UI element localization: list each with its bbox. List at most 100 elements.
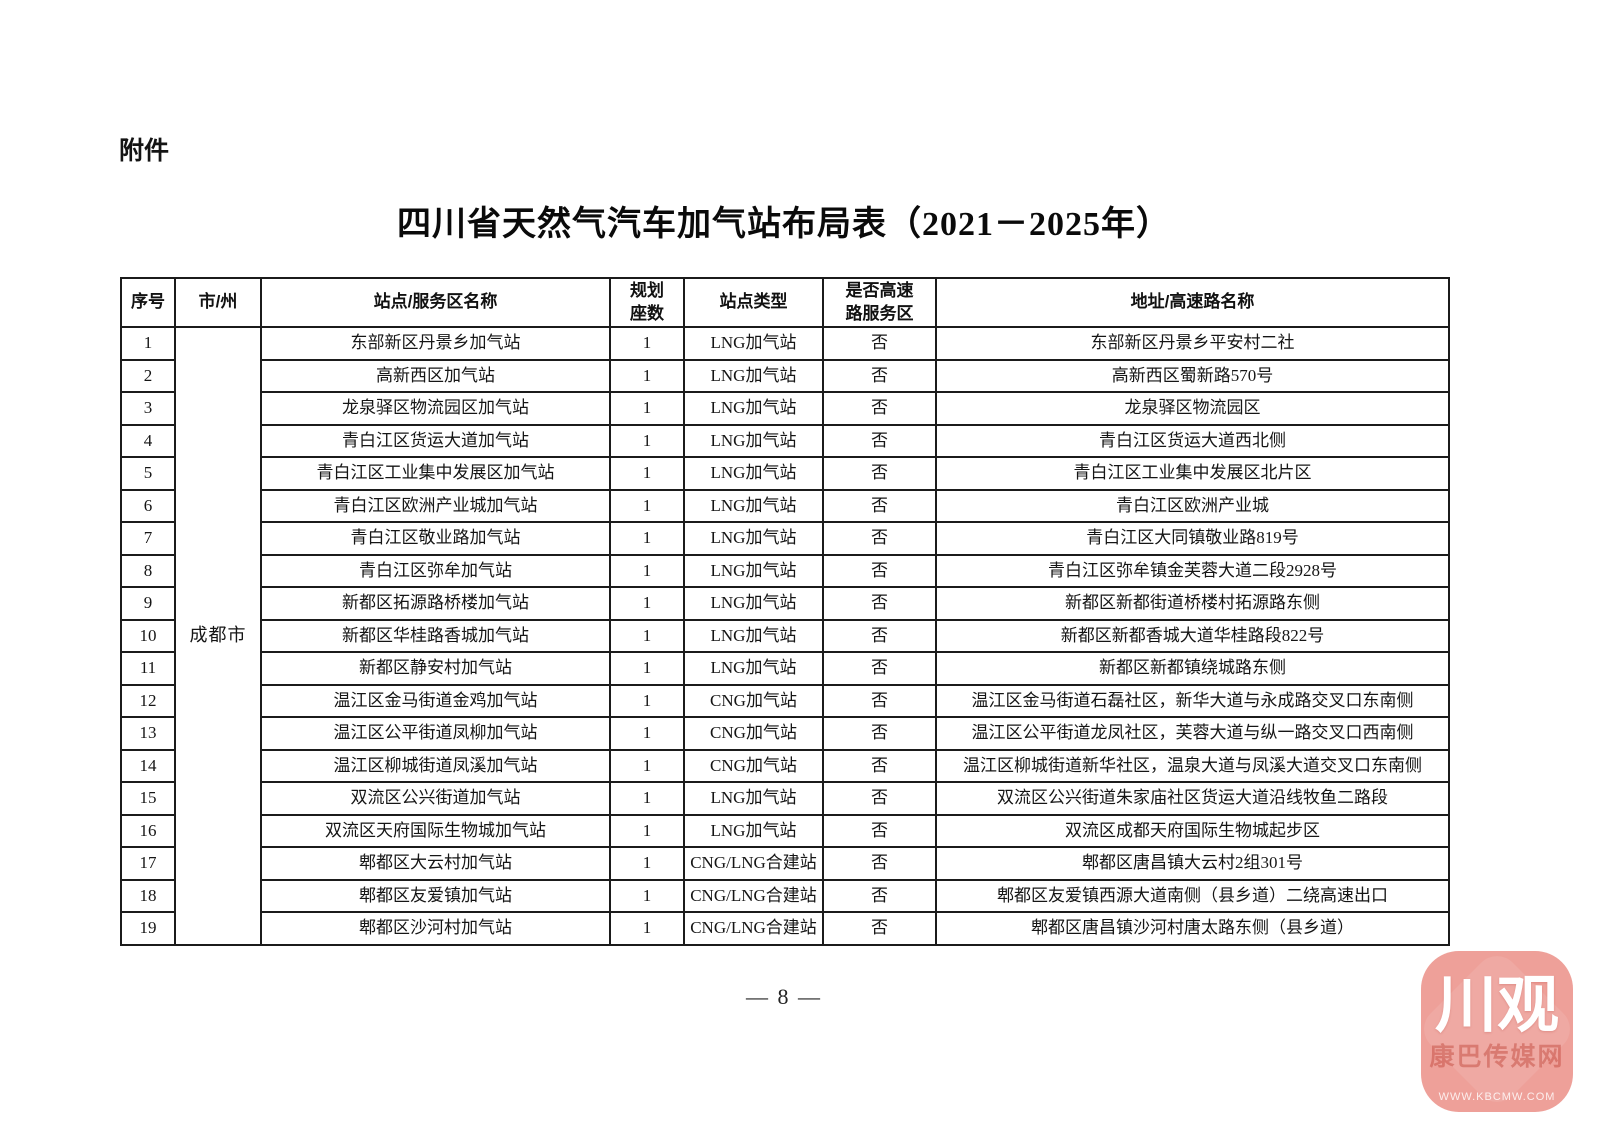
cell-count: 1: [609, 553, 685, 588]
cell-address: 双流区成都天府国际生物城起步区: [935, 813, 1450, 848]
col-header-type: 站点类型: [683, 277, 824, 328]
cell-type: LNG加气站: [683, 618, 824, 653]
cell-type: LNG加气站: [683, 326, 824, 361]
cell-highway: 否: [822, 846, 937, 881]
cell-name: 新都区华桂路香城加气站: [260, 618, 611, 653]
cell-name: 青白江区敬业路加气站: [260, 521, 611, 556]
cell-no: 19: [120, 911, 176, 946]
cell-type: CNG加气站: [683, 716, 824, 751]
cell-address: 双流区公兴街道朱家庙社区货运大道沿线牧鱼二路段: [935, 781, 1450, 816]
table-row: 5 青白江区工业集中发展区加气站 1 LNG加气站否青白江区工业集中发展区北片区: [120, 456, 1450, 491]
cell-no: 14: [120, 748, 176, 783]
cell-highway: 否: [822, 911, 937, 946]
cell-no: 7: [120, 521, 176, 556]
cell-count: 1: [609, 586, 685, 621]
cell-type: LNG加气站: [683, 521, 824, 556]
cell-no: 4: [120, 423, 176, 458]
watermark-subtext: 康巴传媒网: [1429, 1044, 1565, 1071]
cell-name: 双流区天府国际生物城加气站: [260, 813, 611, 848]
table-row: 6 青白江区欧洲产业城加气站 1 LNG加气站否青白江区欧洲产业城: [120, 488, 1450, 523]
cell-address: 新都区新都香城大道华桂路段822号: [935, 618, 1450, 653]
cell-type: LNG加气站: [683, 586, 824, 621]
cell-name: 新都区静安村加气站: [260, 651, 611, 686]
cell-type: LNG加气站: [683, 456, 824, 491]
cell-name: 郫都区大云村加气站: [260, 846, 611, 881]
cell-address: 郫都区唐昌镇大云村2组301号: [935, 846, 1450, 881]
table-row: 9 新都区拓源路桥楼加气站 1 LNG加气站否新都区新都街道桥楼村拓源路东侧: [120, 586, 1450, 621]
table-row: 14 温江区柳城街道凤溪加气站 1 CNG加气站否温江区柳城街道新华社区，温泉大道与凤…: [120, 748, 1450, 783]
table-row: 13 温江区公平街道凤柳加气站 1 CNG加气站否温江区公平街道龙凤社区，芙蓉大道与纵…: [120, 716, 1450, 751]
cell-address: 新都区新都镇绕城路东侧: [935, 651, 1450, 686]
cell-count: 1: [609, 521, 685, 556]
cell-address: 龙泉驿区物流园区: [935, 391, 1450, 426]
cell-type: LNG加气站: [683, 391, 824, 426]
cell-address: 郫都区友爱镇西源大道南侧（县乡道）二绕高速出口: [935, 878, 1450, 913]
cell-count: 1: [609, 781, 685, 816]
cell-no: 16: [120, 813, 176, 848]
cell-count: 1: [609, 391, 685, 426]
table-row: 18 郫都区友爱镇加气站 1 CNG/LNG合建站否郫都区友爱镇西源大道南侧（县乡道）…: [120, 878, 1450, 913]
cell-no: 13: [120, 716, 176, 751]
cell-count: 1: [609, 456, 685, 491]
cell-type: CNG加气站: [683, 683, 824, 718]
cell-count: 1: [609, 748, 685, 783]
cell-no: 12: [120, 683, 176, 718]
cell-count: 1: [609, 423, 685, 458]
col-header-count: 规划座数: [609, 277, 685, 328]
cell-type: LNG加气站: [683, 781, 824, 816]
table-row: 19 郫都区沙河村加气站 1 CNG/LNG合建站否郫都区唐昌镇沙河村唐太路东侧（县乡…: [120, 911, 1450, 946]
cell-no: 9: [120, 586, 176, 621]
cell-highway: 否: [822, 618, 937, 653]
cell-highway: 否: [822, 391, 937, 426]
cell-highway: 否: [822, 716, 937, 751]
cell-type: LNG加气站: [683, 651, 824, 686]
cell-count: 1: [609, 326, 685, 361]
cell-address: 东部新区丹景乡平安村二社: [935, 326, 1450, 361]
table-body: 1 成都市 东部新区丹景乡加气站 1 LNG加气站否东部新区丹景乡平安村二社 2 高新西区加…: [120, 326, 1450, 946]
cell-no: 5: [120, 456, 176, 491]
cell-type: LNG加气站: [683, 488, 824, 523]
cell-highway: 否: [822, 878, 937, 913]
table-row: 2 高新西区加气站 1 LNG加气站否高新西区蜀新路570号: [120, 358, 1450, 393]
cell-type: CNG/LNG合建站: [683, 911, 824, 946]
cell-name: 青白江区弥牟加气站: [260, 553, 611, 588]
table-row: 8 青白江区弥牟加气站 1 LNG加气站否青白江区弥牟镇金芙蓉大道二段2928号: [120, 553, 1450, 588]
table-row: 11 新都区静安村加气站 1 LNG加气站否新都区新都镇绕城路东侧: [120, 651, 1450, 686]
cell-address: 温江区公平街道龙凤社区，芙蓉大道与纵一路交叉口西南侧: [935, 716, 1450, 751]
cell-name: 青白江区工业集中发展区加气站: [260, 456, 611, 491]
cell-name: 温江区公平街道凤柳加气站: [260, 716, 611, 751]
cell-highway: 否: [822, 748, 937, 783]
cell-no: 10: [120, 618, 176, 653]
table-row: 12 温江区金马街道金鸡加气站 1 CNG加气站否温江区金马街道石磊社区，新华大道与永…: [120, 683, 1450, 718]
cell-address: 青白江区货运大道西北侧: [935, 423, 1450, 458]
cell-type: LNG加气站: [683, 423, 824, 458]
page-number: — 8 —: [746, 984, 822, 1009]
watermark-url: WWW.KBCMW.COM: [1438, 1091, 1556, 1103]
attachment-label: 附件: [119, 137, 170, 165]
table-row: 15 双流区公兴街道加气站 1 LNG加气站否双流区公兴街道朱家庙社区货运大道沿线牧鱼…: [120, 781, 1450, 816]
col-header-city: 市/州: [174, 277, 262, 328]
cell-type: LNG加气站: [683, 358, 824, 393]
cell-name: 高新西区加气站: [260, 358, 611, 393]
cell-highway: 否: [822, 586, 937, 621]
cell-highway: 否: [822, 813, 937, 848]
cell-city: 成都市: [174, 326, 262, 946]
cell-address: 青白江区大同镇敬业路819号: [935, 521, 1450, 556]
cell-name: 新都区拓源路桥楼加气站: [260, 586, 611, 621]
col-header-no: 序号: [120, 277, 176, 328]
cell-address: 高新西区蜀新路570号: [935, 358, 1450, 393]
cell-type: CNG/LNG合建站: [683, 846, 824, 881]
cell-count: 1: [609, 846, 685, 881]
cell-highway: 否: [822, 683, 937, 718]
cell-name: 温江区柳城街道凤溪加气站: [260, 748, 611, 783]
cell-name: 温江区金马街道金鸡加气站: [260, 683, 611, 718]
cell-address: 郫都区唐昌镇沙河村唐太路东侧（县乡道）: [935, 911, 1450, 946]
cell-address: 青白江区工业集中发展区北片区: [935, 456, 1450, 491]
cell-no: 2: [120, 358, 176, 393]
watermark-badge: 川观 康巴传媒网 WWW.KBCMW.COM: [1421, 951, 1573, 1112]
cell-type: LNG加气站: [683, 553, 824, 588]
cell-address: 新都区新都街道桥楼村拓源路东侧: [935, 586, 1450, 621]
station-table: 序号 市/州 站点/服务区名称 规划座数 站点类型 是否高速路服务区 地址/高速…: [120, 277, 1450, 946]
cell-name: 青白江区欧洲产业城加气站: [260, 488, 611, 523]
cell-address: 青白江区弥牟镇金芙蓉大道二段2928号: [935, 553, 1450, 588]
